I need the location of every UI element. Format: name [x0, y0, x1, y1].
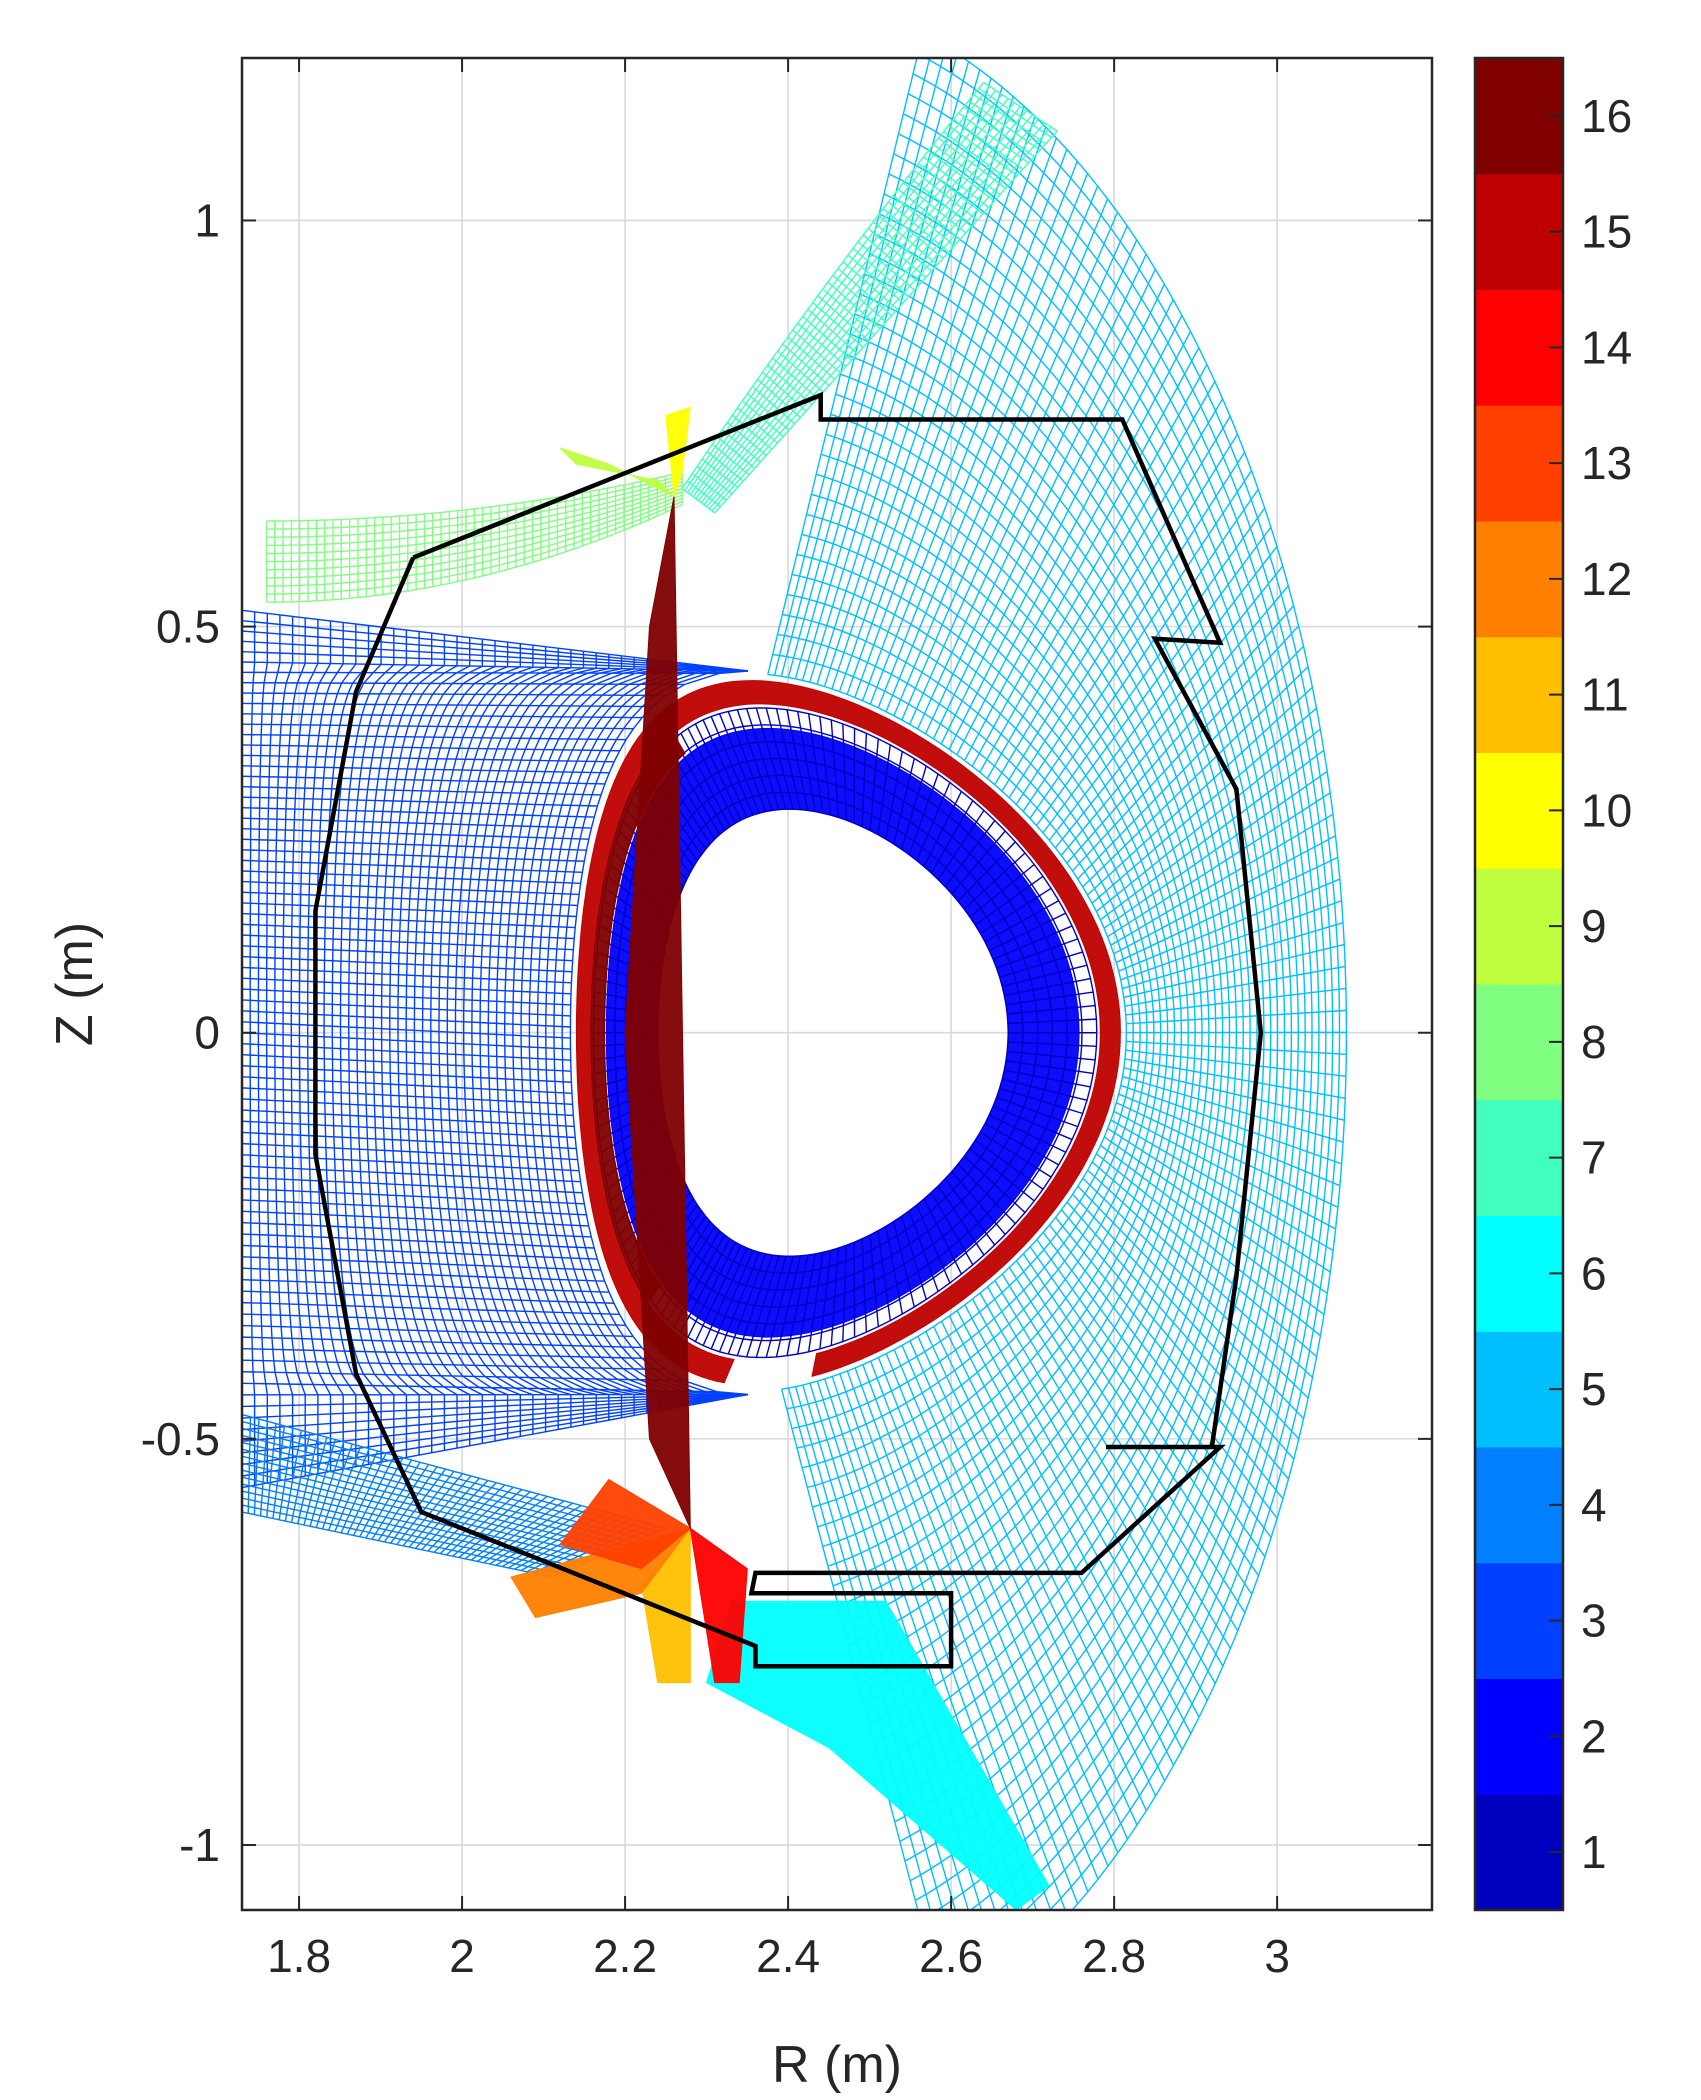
wall-layer — [313, 391, 1264, 1669]
x-tick-label: 3 — [1264, 1930, 1290, 1982]
colorbar-cell — [1475, 173, 1563, 290]
lower-outer-target-ring — [689, 1527, 748, 1684]
colorbar-cell — [1475, 984, 1563, 1101]
colorbar-cell — [1475, 636, 1563, 753]
separatrix-ring — [575, 680, 1121, 1384]
colorbar-cell — [1475, 1215, 1563, 1332]
wall-outline — [313, 391, 1264, 1669]
colorbar-tick-label: 14 — [1581, 321, 1632, 373]
x-axis-ticks: 1.8 2 2.2 2.4 2.6 2.8 3 — [267, 58, 1290, 1982]
colorbar-tick-label: 9 — [1581, 900, 1607, 952]
colorbar-tick-label: 7 — [1581, 1132, 1607, 1184]
upper-outer-band — [681, 81, 1058, 514]
colorbar-cell — [1475, 752, 1563, 869]
colorbar-cell — [1475, 521, 1563, 638]
x-tick-label: 2.6 — [919, 1930, 983, 1982]
colorbar-tick-label: 5 — [1581, 1363, 1607, 1415]
colorbar-cells — [1475, 58, 1563, 1911]
colorbar-tick-label: 16 — [1581, 90, 1632, 142]
y-tick-label: -1 — [179, 1819, 220, 1871]
colorbar-cell — [1475, 1099, 1563, 1216]
colorbar-tick-label: 13 — [1581, 437, 1632, 489]
axes-box — [240, 56, 1434, 1912]
colorbar-tick-label: 1 — [1581, 1826, 1607, 1878]
x-tick-label: 2.8 — [1082, 1930, 1146, 1982]
colorbar-tick-label: 8 — [1581, 1016, 1607, 1068]
y-axis-label: Z (m) — [46, 922, 104, 1046]
x-tick-label: 2 — [449, 1930, 475, 1982]
y-axis-ticks: -1 -0.5 0 0.5 1 — [141, 194, 1432, 1871]
y-tick-label: -0.5 — [141, 1413, 220, 1465]
upper-inner-band — [265, 471, 683, 603]
colorbar-tick-label: 6 — [1581, 1247, 1607, 1299]
y-tick-label: 1 — [194, 194, 220, 246]
upper-xpoint-inner — [559, 447, 675, 498]
colorbar-tick-label: 4 — [1581, 1479, 1607, 1531]
colorbar-tick-label: 12 — [1581, 553, 1632, 605]
lower-outer-leg — [706, 1600, 1050, 1910]
colorbar-cell — [1475, 58, 1563, 175]
colorbar-cell — [1475, 1331, 1563, 1448]
x-tick-label: 1.8 — [267, 1930, 331, 1982]
colorbar-frame — [1473, 56, 1565, 1912]
colorbar-cell — [1475, 1678, 1563, 1795]
x-tick-label: 2.4 — [756, 1930, 820, 1982]
colorbar-tick-label: 10 — [1581, 784, 1632, 836]
colorbar-cell — [1475, 1562, 1563, 1679]
private-flux-separatrix — [624, 496, 691, 1529]
mesh-layer — [242, 58, 1348, 1910]
colorbar-tick-label: 3 — [1581, 1595, 1607, 1647]
colorbar-cell — [1475, 868, 1563, 985]
colorbar-cell — [1475, 405, 1563, 522]
colorbar-tick-label: 2 — [1581, 1710, 1607, 1762]
colorbar-cell — [1475, 1447, 1563, 1564]
lower-xpoint-cell — [559, 1478, 692, 1570]
x-axis-label: R (m) — [772, 2036, 902, 2094]
y-tick-label: 0.5 — [156, 601, 220, 653]
colorbar-tick-label: 15 — [1581, 206, 1632, 258]
x-tick-label: 2.2 — [593, 1930, 657, 1982]
colorbar-tick-label: 11 — [1581, 669, 1629, 721]
plot-area: 1.8 2 2.2 2.4 2.6 2.8 3 -1 -0.5 0 0.5 1 R (m) Z (m… — [46, 56, 1434, 2094]
y-tick-label: 0 — [194, 1007, 220, 1059]
colorbar-cell — [1475, 289, 1563, 406]
colorbar-cell — [1475, 1794, 1563, 1911]
